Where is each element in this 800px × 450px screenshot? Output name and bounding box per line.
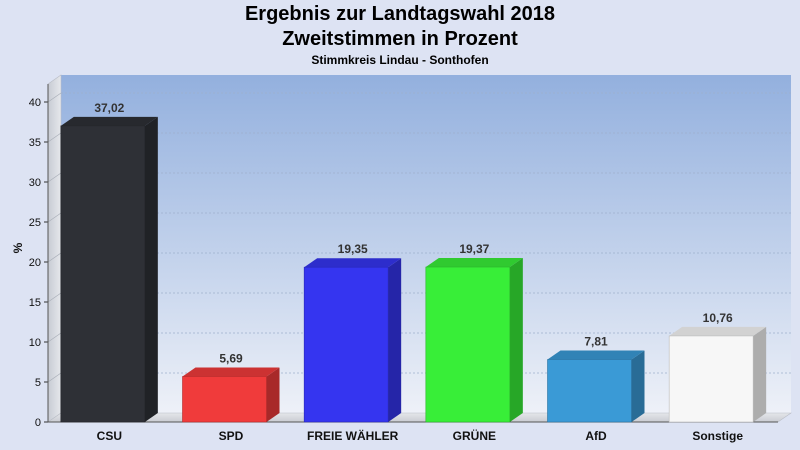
bar-sonstige [668,326,767,423]
bar-side [144,116,158,422]
data-label: 19,37 [459,242,489,256]
x-tick-label: CSU [97,429,122,443]
x-tick-label: SPD [219,429,244,443]
bar-front [60,125,146,423]
y-tick-label: 20 [29,257,41,269]
gridline-wall [47,92,62,103]
plot-back-wall [61,75,791,413]
y-tick-label: 0 [35,417,41,429]
y-tick-label: 25 [29,217,41,229]
bar-side [631,350,645,422]
data-label: 37,02 [94,101,124,115]
plot-left-wall [47,74,62,423]
data-label: 7,81 [584,335,608,349]
bar-front [668,335,754,423]
gridline-wall [47,372,62,383]
x-tick-label: FREIE WÄHLER [307,428,399,443]
bar-side [753,326,767,422]
bar-top [669,326,767,336]
bar-front [303,266,389,423]
bar-side [388,258,402,422]
bar-grüne [425,258,523,423]
bar-freie-wähler [303,258,402,423]
x-tick-label: AfD [585,429,607,443]
bar-side [266,367,280,422]
gridline-wall [47,172,62,183]
gridline-wall [47,332,62,343]
y-tick-label: 30 [29,177,41,189]
gridline-wall [47,292,62,303]
data-label: 5,69 [219,351,243,365]
y-tick-label: 15 [29,297,41,309]
x-tick-label: GRÜNE [453,428,496,443]
bar-top [425,258,523,268]
chart-subtitle: Stimmkreis Lindau - Sonthofen [311,53,489,67]
bar-front [547,359,632,423]
y-tick-label: 10 [29,337,41,349]
gridline-wall [47,132,62,143]
gridline-wall [47,212,62,223]
y-tick-label: 5 [35,377,41,389]
y-axis-label: % [11,242,25,253]
bar-side [509,258,523,422]
y-tick-label: 35 [29,137,41,149]
gridline-wall [47,252,62,263]
chart-title-line-2: Zweitstimmen in Prozent [282,28,518,50]
bar-csu [60,116,158,423]
bar-afd [547,350,645,423]
x-tick-label: Sonstige [692,429,743,443]
bar-top [304,258,402,268]
chart-title: Ergebnis zur Landtagswahl 2018 [244,3,556,25]
bar-top [60,116,158,126]
y-tick-label: 40 [29,97,41,109]
bar-front [425,266,511,423]
bar-front [182,376,267,423]
bar-top [182,367,280,377]
bar-spd [182,367,280,423]
data-label: 19,35 [338,242,368,256]
data-label: 10,76 [703,311,733,325]
bar-top [547,350,645,360]
